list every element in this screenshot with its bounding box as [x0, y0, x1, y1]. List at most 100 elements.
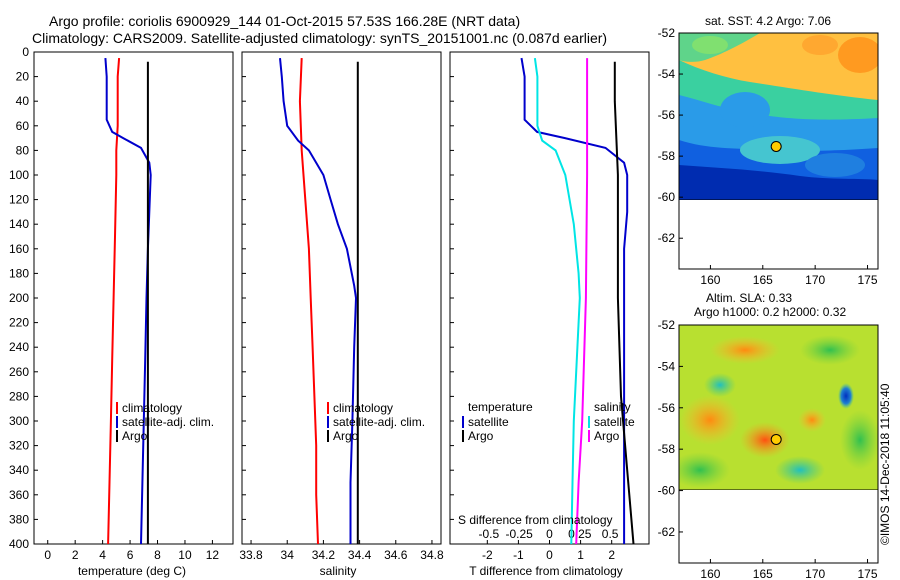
- x-tick-label: 34.4: [348, 548, 372, 562]
- depth-tick-label: 100: [9, 168, 29, 182]
- sla-map-frame: [678, 324, 879, 564]
- depth-tick-label: 20: [16, 70, 30, 84]
- temperature-series: [104, 58, 152, 545]
- x-tick-label: 33.8: [239, 548, 263, 562]
- sla-map-lon-labels: 160 165 170 175: [700, 559, 878, 580]
- series-line-climatology: [107, 58, 121, 545]
- temperature-x-tick-labels: 0 2 4 6 8 10 12: [44, 540, 219, 562]
- sla-map-field: [679, 325, 878, 490]
- sst-argo-marker: [770, 140, 782, 152]
- lat-tick-label: -54: [658, 359, 676, 373]
- temperature-legend: climatology satellite-adj. clim. Argo: [116, 401, 214, 443]
- depth-tick-label: 40: [16, 94, 30, 108]
- sla-map-title-line1: Altim. SLA: 0.33: [706, 291, 792, 305]
- x-tick-label: -2: [482, 548, 493, 562]
- series-line-temperature-satellite: [520, 57, 629, 544]
- series-line-salinity-satellite: [533, 57, 581, 545]
- depth-tick-label: 220: [9, 316, 29, 330]
- salinity-legend: climatology satellite-adj. clim. Argo: [327, 401, 425, 443]
- x-tick-label: 10: [178, 548, 192, 562]
- temperature-difference-legend: temperature satellite Argo: [462, 400, 533, 443]
- lat-tick-label: -58: [658, 149, 676, 163]
- x-tick-label: 8: [154, 548, 161, 562]
- salinity-difference-legend: salinity satellite Argo: [588, 400, 635, 443]
- salinity-xlabel: salinity: [320, 564, 357, 578]
- sst-map-lat-labels: -52 -54 -56 -58 -60 -62: [658, 26, 683, 245]
- lon-tick-label: 160: [700, 273, 720, 287]
- sla-argo-marker: [770, 433, 782, 445]
- sst-map-lon-labels: 160 165 170 175: [700, 265, 878, 287]
- legend-label-satellite: satellite: [468, 415, 509, 429]
- x-tick-label: 12: [206, 548, 220, 562]
- depth-tick-label: 160: [9, 242, 29, 256]
- x-tick-label: 34.6: [384, 548, 408, 562]
- difference-axes-frame: [449, 51, 650, 545]
- legend-label-sdiff-argo: Argo: [594, 429, 620, 443]
- depth-tick-label: 300: [9, 414, 29, 428]
- argo-position-marker: [770, 140, 782, 152]
- x-tick-label: 0: [44, 548, 51, 562]
- lat-tick-label: -54: [658, 67, 676, 81]
- sla-map-lat-labels: -52 -54 -56 -58 -60 -62: [658, 318, 683, 539]
- depth-tick-label: 60: [16, 119, 30, 133]
- depth-tick-labels: 0 20 40 60 80 100 120 140 160 180 200 220 240 260 280 3…: [9, 45, 454, 551]
- depth-tick-label: 340: [9, 463, 29, 477]
- temperature-xlabel: temperature (deg C): [78, 564, 186, 578]
- salinity-axes-frame: [241, 51, 442, 545]
- series-line-temperature-argo: [613, 61, 635, 545]
- depth-tick-label: 260: [9, 365, 29, 379]
- difference-x-tick-labels: -2 -1 0 1 2: [482, 540, 615, 562]
- lon-tick-label: 175: [858, 567, 878, 580]
- lat-tick-label: -60: [658, 484, 676, 498]
- difference-xlabel: T difference from climatology: [469, 564, 623, 578]
- lon-tick-label: 175: [858, 273, 878, 287]
- temperature-axes-frame: [33, 51, 234, 545]
- lon-tick-label: 170: [805, 567, 825, 580]
- watermark: ©IMOS 14-Dec-2018 11:05:40: [878, 383, 892, 545]
- legend-label-sdiff-satellite: satellite: [594, 415, 635, 429]
- depth-tick-label: 200: [9, 291, 29, 305]
- salinity-difference-tick-label: 0.25: [568, 527, 592, 541]
- depth-tick-label: 0: [22, 45, 29, 59]
- depth-tick-label: 120: [9, 193, 29, 207]
- sst-map-frame: [678, 32, 879, 270]
- sst-map-field: [679, 33, 878, 200]
- x-tick-label: 2: [608, 548, 615, 562]
- x-tick-label: -1: [513, 548, 524, 562]
- legend-label-argo: Argo: [333, 429, 359, 443]
- x-tick-label: 34: [281, 548, 295, 562]
- lat-tick-label: -62: [658, 231, 676, 245]
- difference-series: [520, 57, 635, 545]
- lat-tick-label: -52: [658, 26, 676, 40]
- figure-title-line1: Argo profile: coriolis 6900929_144 01-Oc…: [49, 13, 520, 29]
- lat-tick-label: -58: [658, 442, 676, 456]
- lon-tick-label: 160: [700, 567, 720, 580]
- salinity-series: [279, 58, 359, 545]
- x-tick-label: 0: [546, 548, 553, 562]
- salinity-x-tick-labels: 33.8 34 34.2 34.4 34.6 34.8: [239, 540, 444, 562]
- salinity-difference-tick-label: -0.5: [479, 527, 500, 541]
- salinity-difference-tick-label: 0.5: [602, 527, 619, 541]
- depth-tick-label: 400: [9, 537, 29, 551]
- series-line-satellite-adj-clim-: [104, 58, 152, 545]
- salinity-difference-tick-labels: -0.5 -0.25 0 0.25 0.5: [479, 527, 619, 541]
- sla-map-title-line2: Argo h1000: 0.2 h2000: 0.32: [694, 305, 846, 319]
- depth-tick-label: 360: [9, 488, 29, 502]
- x-tick-label: 2: [72, 548, 79, 562]
- legend-label-climatology: climatology: [333, 401, 393, 415]
- legend-label-satellite: satellite-adj. clim.: [333, 415, 425, 429]
- argo-position-marker: [770, 433, 782, 445]
- x-tick-label: 34.2: [312, 548, 336, 562]
- x-tick-label: 6: [127, 548, 134, 562]
- depth-tick-label: 180: [9, 266, 29, 280]
- depth-tick-label: 80: [16, 143, 30, 157]
- lon-tick-label: 170: [805, 273, 825, 287]
- sst-map-title: sat. SST: 4.2 Argo: 7.06: [705, 14, 831, 28]
- legend-label-argo: Argo: [122, 429, 148, 443]
- depth-tick-label: 140: [9, 217, 29, 231]
- legend-label-satellite: satellite-adj. clim.: [122, 415, 214, 429]
- x-tick-label: 1: [577, 548, 584, 562]
- figure-title-line2: Climatology: CARS2009. Satellite-adjuste…: [32, 30, 607, 46]
- series-line-climatology: [298, 58, 319, 545]
